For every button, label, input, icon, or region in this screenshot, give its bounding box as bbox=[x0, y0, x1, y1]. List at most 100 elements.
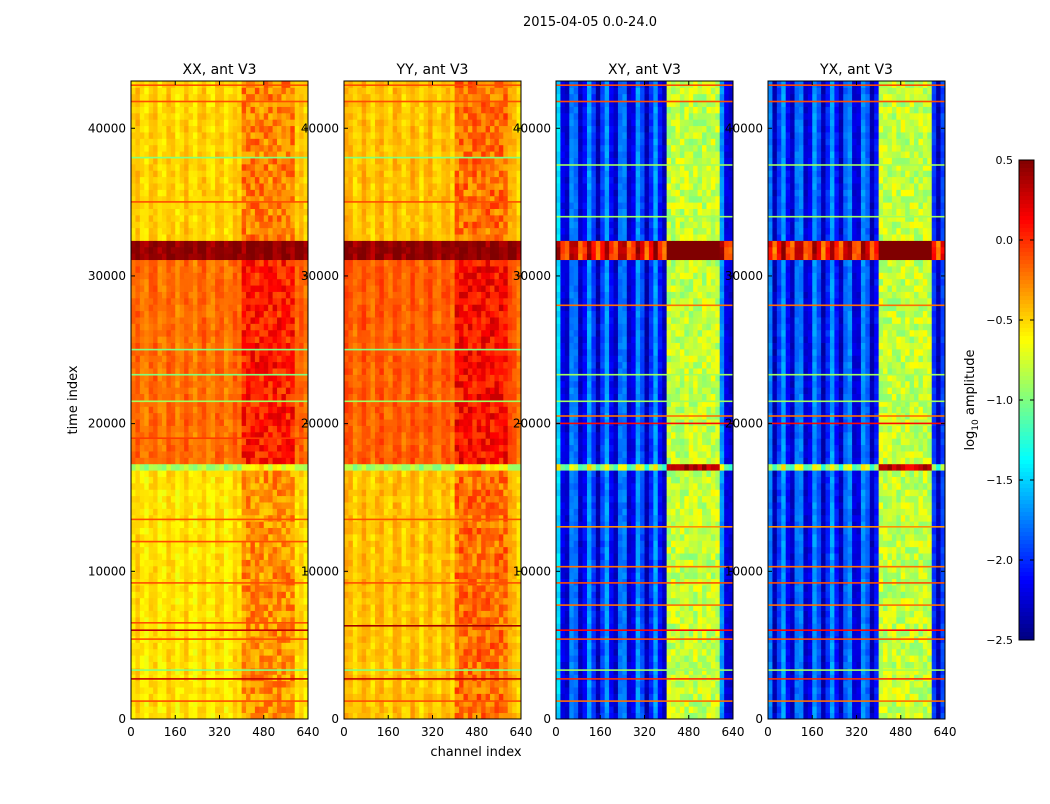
heatmap-cell bbox=[246, 687, 251, 694]
heatmap-cell bbox=[512, 598, 517, 605]
heatmap-cell bbox=[228, 655, 233, 662]
heatmap-cell bbox=[162, 508, 167, 515]
heatmap-cell bbox=[259, 126, 264, 133]
heatmap-cell bbox=[131, 579, 136, 586]
heatmap-cell bbox=[175, 515, 180, 522]
heatmap-cell bbox=[153, 177, 158, 184]
heatmap-cell bbox=[228, 508, 233, 515]
heatmap-cell bbox=[233, 483, 238, 490]
heatmap-cell bbox=[290, 202, 295, 209]
heatmap-cell bbox=[131, 611, 136, 618]
heatmap-cell bbox=[290, 464, 295, 471]
heatmap-cell bbox=[228, 132, 233, 139]
heatmap-cell bbox=[215, 521, 220, 528]
heatmap-cell bbox=[175, 107, 180, 114]
heatmap-cell bbox=[419, 681, 424, 688]
heatmap-cell bbox=[202, 394, 207, 401]
heatmap-cell bbox=[264, 94, 269, 101]
heatmap-cell bbox=[171, 189, 176, 196]
heatmap-cell bbox=[446, 591, 451, 598]
heatmap-cell bbox=[299, 215, 304, 222]
heatmap-cell bbox=[379, 649, 384, 656]
heatmap-cell bbox=[286, 515, 291, 522]
heatmap-cell bbox=[140, 642, 145, 649]
heatmap-cell bbox=[140, 681, 145, 688]
heatmap-cell bbox=[410, 693, 415, 700]
heatmap-cell bbox=[246, 126, 251, 133]
heatmap-cell bbox=[224, 209, 229, 216]
heatmap-cell bbox=[162, 343, 167, 350]
heatmap-cell bbox=[215, 362, 220, 369]
heatmap-cell bbox=[277, 406, 282, 413]
heatmap-cell bbox=[299, 508, 304, 515]
heatmap-cell bbox=[290, 209, 295, 216]
heatmap-cell bbox=[135, 560, 140, 567]
heatmap-cell bbox=[197, 272, 202, 279]
heatmap-cell bbox=[281, 272, 286, 279]
heatmap-cell bbox=[158, 368, 163, 375]
heatmap-cell bbox=[135, 674, 140, 681]
heatmap-cell bbox=[215, 687, 220, 694]
heatmap-cell bbox=[268, 209, 273, 216]
heatmap-cell bbox=[277, 483, 282, 490]
heatmap-cell bbox=[264, 221, 269, 228]
heatmap-cell bbox=[140, 317, 145, 324]
heatmap-cell bbox=[286, 266, 291, 273]
heatmap-cell bbox=[171, 413, 176, 420]
heatmap-cell bbox=[197, 566, 202, 573]
heatmap-cell bbox=[211, 228, 216, 235]
heatmap-cell bbox=[353, 617, 358, 624]
heatmap-cell bbox=[197, 521, 202, 528]
heatmap-cell bbox=[228, 591, 233, 598]
heatmap-cell bbox=[273, 304, 278, 311]
heatmap-cell bbox=[237, 177, 242, 184]
heatmap-cell bbox=[220, 107, 225, 114]
heatmap-cell bbox=[135, 566, 140, 573]
heatmap-cell bbox=[299, 591, 304, 598]
heatmap-cell bbox=[220, 681, 225, 688]
heatmap-cell bbox=[202, 94, 207, 101]
heatmap-cell bbox=[233, 87, 238, 94]
heatmap-cell bbox=[277, 368, 282, 375]
heatmap-cell bbox=[286, 451, 291, 458]
heatmap-cell bbox=[459, 636, 464, 643]
heatmap-cell bbox=[477, 687, 482, 694]
heatmap-cell bbox=[153, 119, 158, 126]
heatmap-cell bbox=[237, 336, 242, 343]
heatmap-cell bbox=[197, 138, 202, 145]
heatmap-cell bbox=[499, 706, 504, 713]
heatmap-cell bbox=[175, 304, 180, 311]
heatmap-cell bbox=[286, 560, 291, 567]
heatmap-cell bbox=[437, 579, 442, 586]
heatmap-cell bbox=[220, 145, 225, 152]
heatmap-cell bbox=[419, 668, 424, 675]
heatmap-cell bbox=[233, 464, 238, 471]
heatmap-cell bbox=[233, 119, 238, 126]
heatmap-cell bbox=[189, 598, 194, 605]
heatmap-cell bbox=[494, 662, 499, 669]
heatmap-cell bbox=[215, 164, 220, 171]
heatmap-cell bbox=[202, 528, 207, 535]
heatmap-cell bbox=[242, 489, 247, 496]
heatmap-cell bbox=[215, 170, 220, 177]
heatmap-cell bbox=[353, 572, 358, 579]
heatmap-cell bbox=[202, 260, 207, 267]
heatmap-cell bbox=[362, 636, 367, 643]
heatmap-cell bbox=[455, 617, 460, 624]
heatmap-cell bbox=[455, 655, 460, 662]
heatmap-cell bbox=[468, 668, 473, 675]
heatmap-cell bbox=[162, 247, 167, 254]
heatmap-cell bbox=[281, 483, 286, 490]
heatmap-cell bbox=[237, 362, 242, 369]
heatmap-cell bbox=[299, 298, 304, 305]
heatmap-cell bbox=[140, 693, 145, 700]
heatmap-cell bbox=[273, 426, 278, 433]
heatmap-cell bbox=[242, 445, 247, 452]
heatmap-cell bbox=[158, 132, 163, 139]
heatmap-cell bbox=[494, 706, 499, 713]
heatmap-cell bbox=[131, 649, 136, 656]
heatmap-cell bbox=[189, 508, 194, 515]
heatmap-cell bbox=[197, 611, 202, 618]
heatmap-cell bbox=[228, 547, 233, 554]
heatmap-cell bbox=[286, 317, 291, 324]
